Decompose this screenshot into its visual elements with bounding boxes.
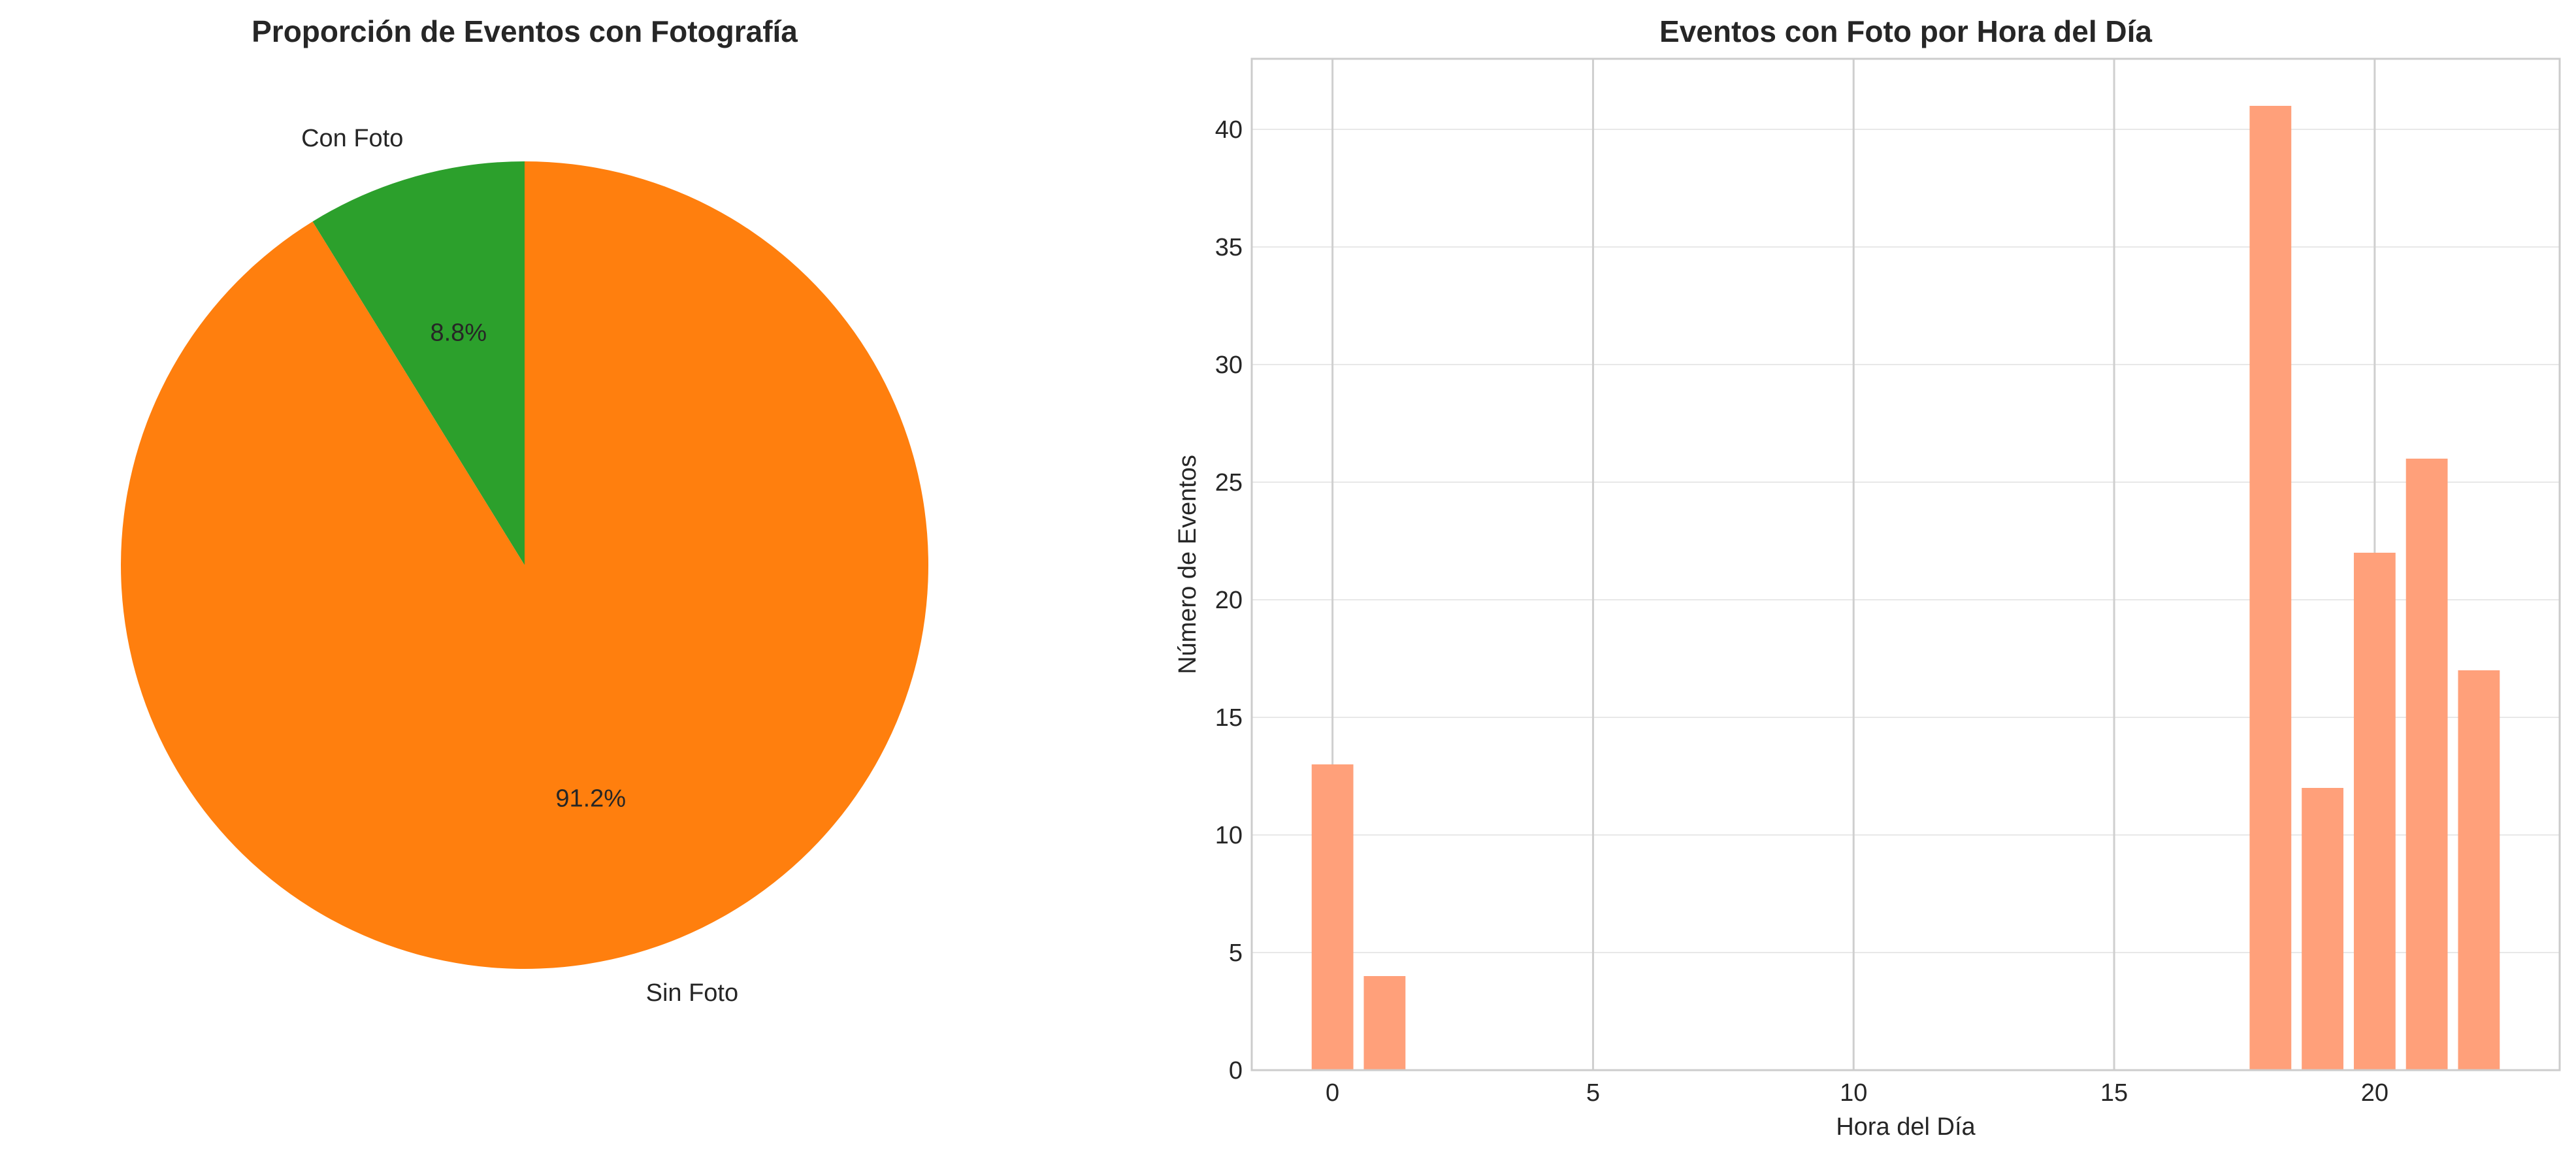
pie-slice-sin-foto xyxy=(121,161,929,969)
bar-chart: Eventos con Foto por Hora del Día 0 5 10 15… xyxy=(1174,14,2561,1141)
y-tick-label: 15 xyxy=(1215,704,1243,732)
bar-chart-title: Eventos con Foto por Hora del Día xyxy=(1659,14,2152,48)
x-tick-label: 15 xyxy=(2100,1079,2128,1107)
bar-hour-20 xyxy=(2353,553,2396,1070)
y-tick-label: 10 xyxy=(1215,822,1243,849)
pie-labels: Con Foto 8.8% Sin Foto 91.2% xyxy=(301,125,738,1007)
pie-slice-con-foto xyxy=(312,161,525,565)
y-tick-label: 0 xyxy=(1229,1057,1243,1085)
pie-pct-con-foto: 8.8% xyxy=(430,319,487,346)
x-tick-label: 20 xyxy=(2361,1079,2389,1107)
x-tick-label: 10 xyxy=(1840,1079,1867,1107)
bar-hour-22 xyxy=(2458,670,2500,1070)
x-axis-label: Hora del Día xyxy=(1836,1113,1976,1141)
y-tick-label: 35 xyxy=(1215,234,1243,261)
y-axis-label: Número de Eventos xyxy=(1174,455,1201,674)
pie-pct-sin-foto: 91.2% xyxy=(555,785,626,813)
y-tick-label: 25 xyxy=(1215,469,1243,497)
bar-hour-1 xyxy=(1363,976,1406,1070)
bar-marks xyxy=(1311,106,2500,1070)
x-tick-label: 0 xyxy=(1326,1079,1339,1107)
plot-frame xyxy=(1250,57,2561,1071)
bar-hour-19 xyxy=(2302,788,2343,1070)
y-tick-label: 30 xyxy=(1215,351,1243,379)
pie-label-sin-foto: Sin Foto xyxy=(646,979,739,1007)
pie-chart-title: Proporción de Eventos con Fotografía xyxy=(252,14,798,48)
pie-label-con-foto: Con Foto xyxy=(301,125,403,152)
bar-hour-21 xyxy=(2405,459,2448,1070)
pie-chart: Proporción de Eventos con Fotografía Con… xyxy=(121,14,929,1007)
bar-hour-18 xyxy=(2249,106,2292,1070)
y-tick-label: 20 xyxy=(1215,587,1243,614)
pie-slices xyxy=(121,161,929,969)
y-tick-label: 5 xyxy=(1229,939,1243,967)
bar-hour-0 xyxy=(1311,764,1354,1070)
bar-ticks: 0 5 10 15 20 25 30 35 40 0 5 10 15 20 xyxy=(1215,116,2389,1107)
x-tick-label: 5 xyxy=(1586,1079,1600,1107)
y-tick-label: 40 xyxy=(1215,116,1243,144)
